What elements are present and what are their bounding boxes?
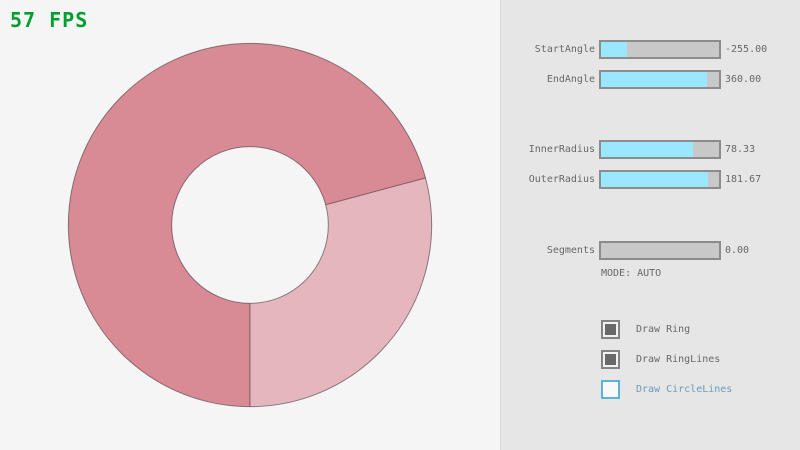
draw-circlelines-label: Draw CircleLines	[636, 384, 733, 395]
draw-ringlines-checkmark	[605, 354, 616, 365]
segments-value: 0.00	[725, 245, 750, 256]
ring-outer-outline	[67, 42, 433, 408]
end-angle-slider-fill	[601, 72, 708, 87]
outer-radius-slider-fill	[601, 172, 709, 187]
ring-radial-line-0	[325, 177, 426, 206]
inner-radius-slider[interactable]	[599, 140, 721, 159]
draw-ring-checkmark	[605, 324, 616, 335]
inner-radius-label: InnerRadius	[528, 144, 595, 155]
controls-panel: StartAngle -255.00 EndAngle 360.00 Inner…	[500, 0, 800, 450]
start-angle-label: StartAngle	[534, 44, 595, 55]
outer-radius-label: OuterRadius	[528, 174, 595, 185]
outer-radius-value: 181.67	[725, 174, 762, 185]
end-angle-label: EndAngle	[546, 74, 595, 85]
draw-ring-checkbox[interactable]	[601, 320, 620, 339]
inner-radius-row: InnerRadius 78.33	[501, 140, 800, 159]
fps-counter: 57 FPS	[10, 8, 89, 32]
end-angle-row: EndAngle 360.00	[501, 70, 800, 89]
start-angle-value: -255.00	[725, 44, 768, 55]
ring-hole	[171, 146, 329, 304]
draw-ringlines-label: Draw RingLines	[636, 354, 721, 365]
outer-radius-row: OuterRadius 181.67	[501, 170, 800, 189]
outer-radius-slider[interactable]	[599, 170, 721, 189]
segments-row: Segments 0.00	[501, 241, 800, 260]
start-angle-slider[interactable]	[599, 40, 721, 59]
segments-label: Segments	[546, 245, 595, 256]
start-angle-row: StartAngle -255.00	[501, 40, 800, 59]
ring-inner-outline	[171, 146, 329, 304]
ring-chart	[67, 42, 433, 408]
draw-circlelines-checkbox[interactable]	[601, 380, 620, 399]
inner-radius-value: 78.33	[725, 144, 756, 155]
start-angle-slider-fill	[601, 42, 627, 57]
draw-ringlines-checkbox[interactable]	[601, 350, 620, 369]
segments-slider[interactable]	[599, 241, 721, 260]
end-angle-value: 360.00	[725, 74, 762, 85]
draw-ring-label: Draw Ring	[636, 324, 691, 335]
mode-label: MODE: AUTO	[601, 268, 662, 279]
end-angle-slider[interactable]	[599, 70, 721, 89]
inner-radius-slider-fill	[601, 142, 694, 157]
